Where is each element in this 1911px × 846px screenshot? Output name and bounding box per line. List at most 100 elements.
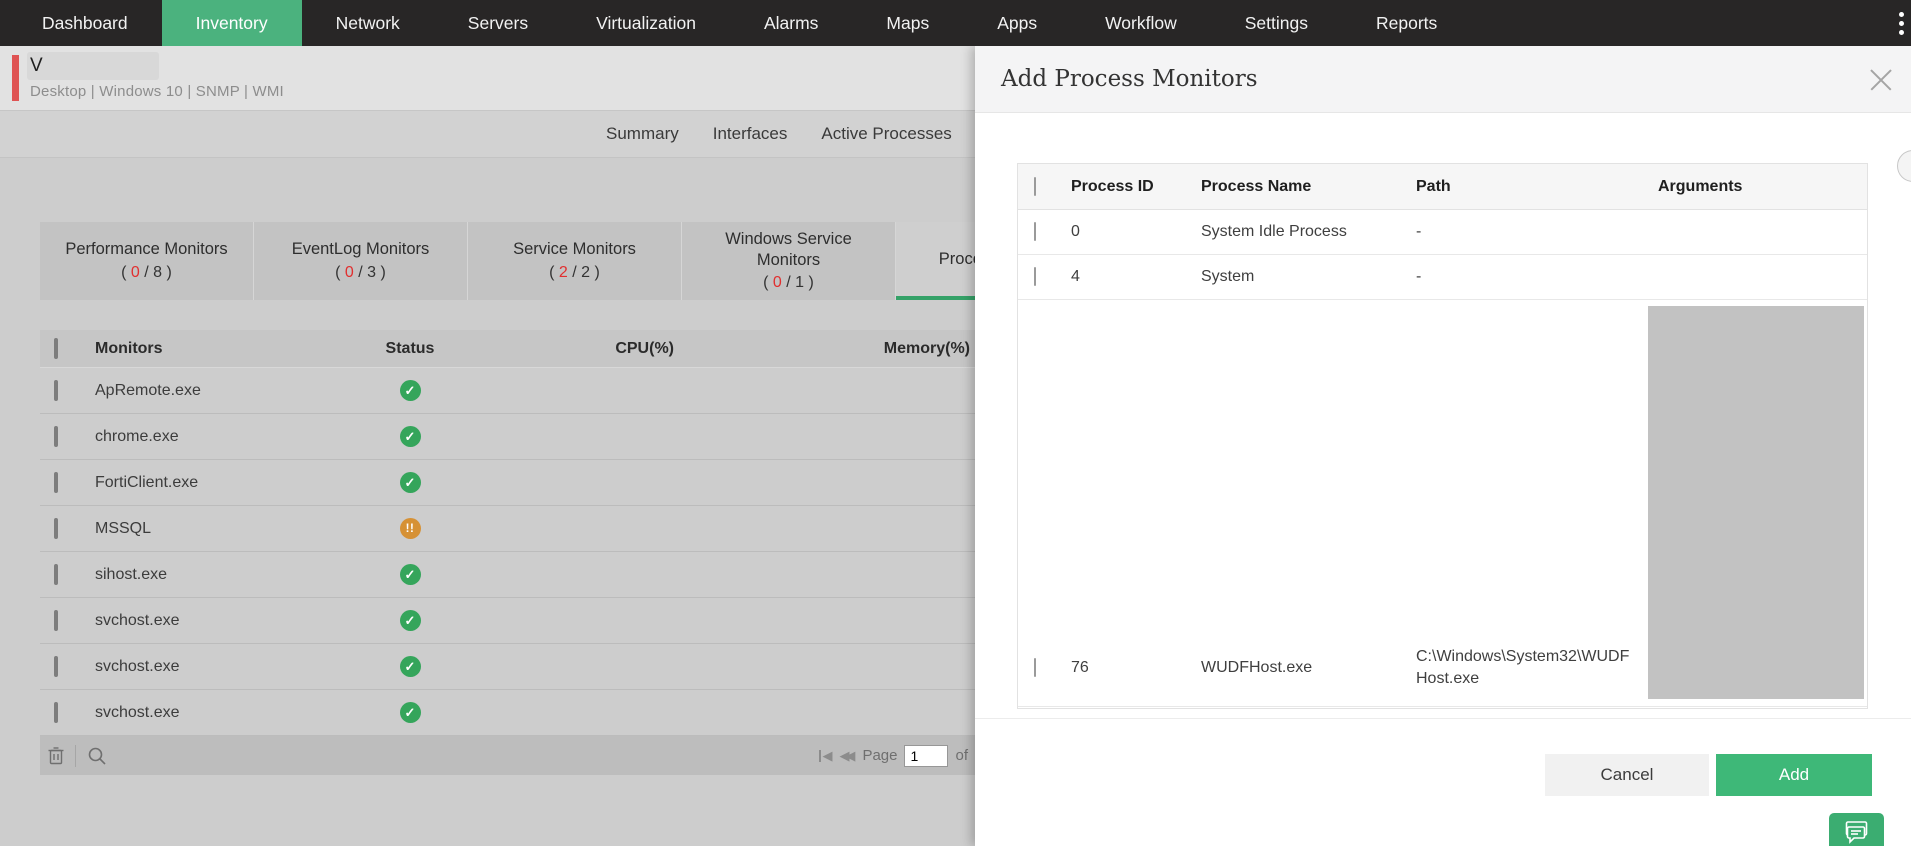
row-checkbox[interactable] [54, 609, 58, 631]
table-row[interactable]: FortiClient.exe [40, 460, 975, 506]
monitor-name: svchost.exe [95, 611, 180, 629]
monitor-name: chrome.exe [95, 427, 179, 445]
device-severity-bar [12, 55, 19, 101]
nav-item-network[interactable]: Network [335, 12, 400, 33]
close-icon[interactable] [1869, 68, 1893, 92]
pagination: ◀ ◀◀ Page of [819, 744, 968, 767]
add-process-monitors-dialog: Add Process Monitors Process ID Process … [975, 46, 1911, 846]
tab-interfaces[interactable]: Interfaces [712, 124, 788, 143]
monitor-tab-label: Process Monitors [938, 249, 975, 268]
row-checkbox[interactable] [54, 563, 58, 585]
first-page-icon[interactable]: ◀ [819, 748, 832, 764]
table-row[interactable]: svchost.exe [40, 598, 975, 644]
monitor-tab-label: EventLog Monitors [291, 240, 430, 259]
table-row[interactable]: svchost.exe [40, 644, 975, 690]
nav-item-apps[interactable]: Apps [997, 12, 1038, 33]
page-number-input[interactable] [904, 744, 949, 767]
nav-item-workflow[interactable]: Workflow [1105, 12, 1177, 33]
cancel-button[interactable]: Cancel [1545, 754, 1709, 796]
row-checkbox[interactable] [54, 655, 58, 677]
tab-performance-monitors[interactable]: Performance Monitors 08 [40, 222, 254, 300]
nav-item-maps[interactable]: Maps [886, 12, 930, 33]
table-row[interactable]: ApRemote.exe [40, 368, 975, 414]
status-up-icon [399, 610, 421, 631]
table-row[interactable]: sihost.exe [40, 552, 975, 598]
table-row[interactable]: 4 System - [1018, 255, 1867, 300]
monitor-count: 08 [121, 263, 172, 283]
row-checkbox[interactable] [1034, 658, 1036, 677]
column-process-id: Process ID [1071, 177, 1154, 195]
row-checkbox[interactable] [54, 701, 58, 723]
more-menu-icon[interactable] [1899, 0, 1904, 46]
select-all-checkbox[interactable] [54, 337, 58, 359]
column-memory: Memory(%) [883, 339, 970, 357]
row-checkbox[interactable] [54, 471, 58, 493]
status-up-icon [399, 564, 421, 585]
tab-active-processes[interactable]: Active Processes [821, 124, 952, 143]
dialog-header: Add Process Monitors [975, 46, 1911, 113]
column-cpu: CPU(%) [615, 339, 674, 357]
dialog-footer: Cancel Add [975, 718, 1911, 796]
monitor-name: svchost.exe [95, 703, 180, 721]
nav-item-inventory[interactable]: Inventory [161, 0, 302, 46]
process-name: System [1201, 268, 1255, 285]
select-all-checkbox[interactable] [1034, 176, 1036, 196]
page-label: Page [862, 747, 898, 764]
monitor-count: 22 [549, 263, 600, 283]
table-row[interactable]: 76 WUDFHost.exe C:\Windows\System32\WUDF… [1018, 630, 1867, 707]
tab-eventlog-monitors[interactable]: EventLog Monitors 03 [254, 222, 468, 300]
row-checkbox[interactable] [1034, 267, 1036, 286]
process-path: - [1416, 267, 1422, 285]
process-id: 76 [1071, 659, 1089, 676]
monitors-table: Monitors Status CPU(%) Memory(%) ApRemot… [40, 330, 975, 775]
chat-widget-button[interactable] [1829, 813, 1884, 846]
nav-item-dashboard[interactable]: Dashboard [42, 12, 128, 33]
column-arguments: Arguments [1658, 177, 1743, 195]
monitor-name: svchost.exe [95, 657, 180, 675]
tab-process-monitors[interactable]: Process Monitors [896, 222, 975, 300]
toolbar-divider [75, 744, 76, 767]
process-id: 0 [1071, 223, 1080, 240]
process-table: Process ID Process Name Path Arguments 0… [1017, 163, 1868, 709]
row-checkbox[interactable] [54, 425, 58, 447]
status-attention-icon [399, 518, 421, 539]
row-checkbox[interactable] [54, 517, 58, 539]
nav-item-reports[interactable]: Reports [1375, 12, 1438, 33]
row-checkbox[interactable] [1034, 222, 1036, 241]
table-row[interactable]: chrome.exe [40, 414, 975, 460]
device-meta: Desktop | Windows 10 | SNMP | WMI [30, 83, 284, 100]
monitors-table-header: Monitors Status CPU(%) Memory(%) [40, 330, 975, 368]
status-up-icon [399, 702, 421, 723]
nav-item-alarms[interactable]: Alarms [763, 12, 819, 33]
tab-summary[interactable]: Summary [606, 124, 679, 143]
monitor-count: 01 [763, 273, 814, 293]
nav-item-servers[interactable]: Servers [467, 12, 529, 33]
device-name: V [30, 55, 43, 76]
status-up-icon [399, 472, 421, 493]
table-row[interactable]: 0 System Idle Process - [1018, 210, 1867, 255]
process-path: C:\Windows\System32\WUDFHost.exe [1416, 647, 1630, 687]
tab-service-monitors[interactable]: Service Monitors 22 [468, 222, 682, 300]
add-button[interactable]: Add [1716, 754, 1872, 796]
tab-windows-service-monitors[interactable]: Windows Service Monitors 01 [682, 222, 896, 300]
table-row[interactable]: MSSQL [40, 506, 975, 552]
column-monitors: Monitors [95, 339, 163, 357]
nav-item-settings[interactable]: Settings [1244, 12, 1308, 33]
nav-item-virtualization[interactable]: Virtualization [596, 12, 696, 33]
delete-icon[interactable] [48, 746, 64, 765]
device-header: V Desktop | Windows 10 | SNMP | WMI [0, 46, 975, 110]
monitor-name: MSSQL [95, 519, 152, 537]
table-row[interactable]: svchost.exe [40, 690, 975, 736]
process-path: - [1416, 222, 1422, 240]
search-icon[interactable] [87, 746, 107, 766]
monitor-count: 03 [335, 263, 386, 283]
row-checkbox[interactable] [54, 379, 58, 401]
prev-page-icon[interactable]: ◀◀ [839, 747, 855, 763]
process-table-header: Process ID Process Name Path Arguments [1018, 164, 1867, 210]
device-page-tabs: Summary Interfaces Active Processes [0, 110, 975, 158]
table-toolbar: ◀ ◀◀ Page of [40, 736, 975, 775]
device-name-redaction: V [27, 52, 159, 80]
monitor-tab-label: Service Monitors [513, 240, 636, 259]
monitor-tab-label: Windows Service Monitors [725, 229, 852, 269]
